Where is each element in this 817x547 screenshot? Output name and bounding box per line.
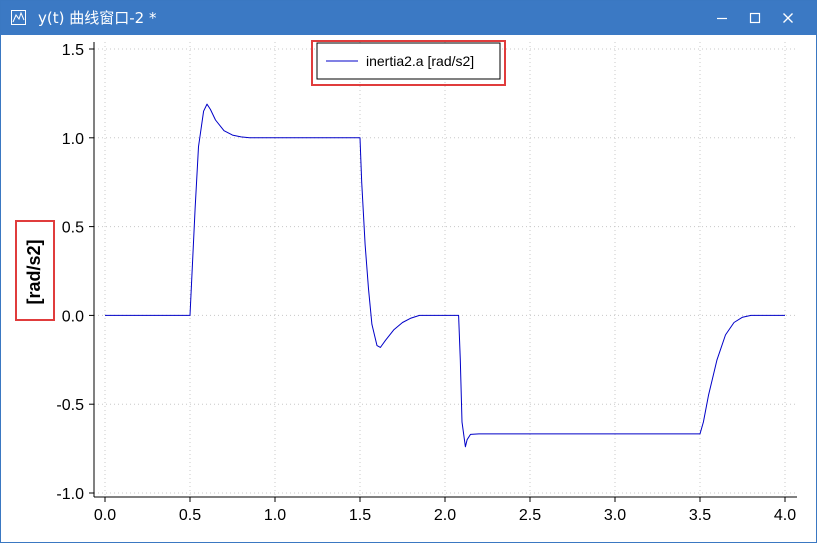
y-tick-label: -1.0 bbox=[56, 486, 84, 503]
title-bar[interactable]: y(t) 曲线窗口-2 * bbox=[1, 1, 816, 35]
series-line bbox=[105, 103, 785, 448]
x-tick-label: 0.0 bbox=[94, 507, 116, 524]
x-axis-ticks: 0.0 0.5 1.0 1.5 2.0 2.5 3.0 3.5 4.0 bbox=[94, 497, 796, 524]
line-chart[interactable]: 0.0 0.5 1.0 1.5 2.0 2.5 3.0 3.5 4.0 1.51.00.50.0… bbox=[1, 36, 816, 542]
series-layer bbox=[105, 103, 785, 448]
chart-area: 0.0 0.5 1.0 1.5 2.0 2.5 3.0 3.5 4.0 1.5 1.0 0.5 0.0… bbox=[1, 36, 816, 542]
y-axis-ticks: 1.5 1.0 0.5 0.0 -0.5 -1.0 bbox=[56, 42, 94, 503]
legend[interactable]: inertia2.a [rad/s2] bbox=[316, 42, 501, 80]
close-button[interactable] bbox=[774, 3, 802, 33]
window-title: y(t) 曲线窗口-2 * bbox=[38, 9, 157, 27]
x-tick-label: 0.5 bbox=[179, 507, 201, 524]
minimize-icon bbox=[717, 17, 727, 20]
x-tick-label: 2.0 bbox=[434, 507, 456, 524]
grid bbox=[94, 42, 797, 497]
minimize-button[interactable] bbox=[708, 3, 736, 33]
y-tick-label: 1.5 bbox=[62, 42, 84, 59]
x-tick-label: 3.0 bbox=[604, 507, 626, 524]
x-tick-label: 3.5 bbox=[689, 507, 711, 524]
y-tick-label: 0.0 bbox=[62, 308, 84, 325]
x-tick-label: 1.5 bbox=[349, 507, 371, 524]
y-tick-label: -0.5 bbox=[56, 397, 84, 414]
x-tick-label: 2.5 bbox=[519, 507, 541, 524]
x-tick-label: 4.0 bbox=[774, 507, 796, 524]
maximize-icon bbox=[749, 12, 761, 24]
y-axis-label: [rad/s2] bbox=[24, 239, 44, 304]
legend-label: inertia2.a [rad/s2] bbox=[366, 53, 474, 69]
y-tick-label: 0.5 bbox=[62, 220, 84, 237]
ylabel-highlight-box bbox=[15, 220, 55, 321]
plot-window-icon bbox=[11, 10, 26, 25]
y-tick-label: 1.0 bbox=[62, 131, 84, 148]
close-icon bbox=[783, 13, 793, 23]
x-tick-label: 1.0 bbox=[264, 507, 286, 524]
maximize-button[interactable] bbox=[741, 3, 769, 33]
legend-highlight-box bbox=[311, 40, 506, 86]
